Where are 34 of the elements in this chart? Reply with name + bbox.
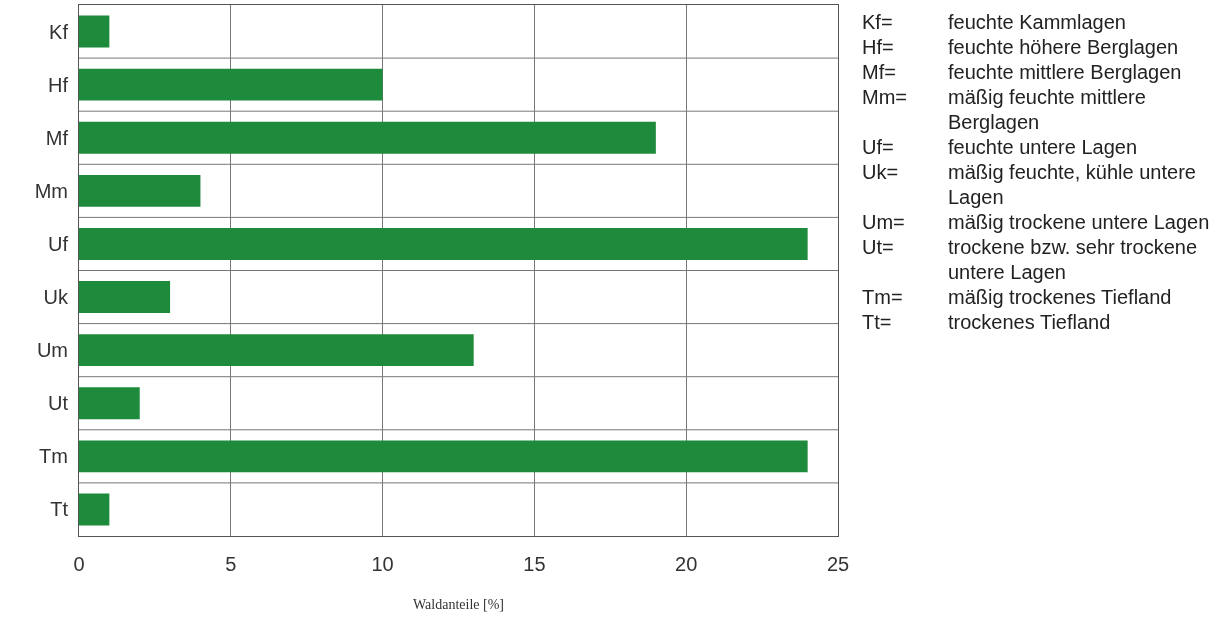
y-tick-label: Tm — [39, 445, 68, 468]
x-axis-title: Waldanteile [%] — [413, 597, 504, 613]
text: Uf= feuchte untere Lagen — [862, 136, 1138, 158]
text: Kf= feuchte Kammlagen — [862, 11, 1126, 33]
bar — [79, 15, 110, 48]
x-tick-label: 0 — [73, 553, 85, 575]
text: Hf= feuchte höhere Berglagen — [862, 36, 1179, 58]
text: Tm= mäßig trockenes Tiefland — [862, 286, 1172, 308]
text: Mf= feuchte mittlere Berglagen — [862, 61, 1182, 83]
y-tick-label: Kf — [49, 20, 69, 43]
bar — [79, 493, 110, 526]
bar — [79, 68, 383, 101]
text: Tt= trockenes Tiefland — [862, 311, 1111, 333]
bar — [79, 121, 656, 154]
y-tick-label: Ut — [48, 392, 69, 415]
x-tick-label: 25 — [826, 553, 850, 575]
x-tick-label: 5 — [225, 553, 237, 575]
y-tick-label: Mf — [45, 126, 69, 149]
bar — [79, 281, 171, 313]
bar — [79, 334, 474, 367]
bar — [79, 174, 201, 207]
x-tick-label: 20 — [675, 553, 698, 575]
bar — [79, 440, 808, 473]
y-tick-label: Uk — [43, 286, 69, 309]
y-tick-label: Uf — [48, 232, 69, 255]
bar — [79, 387, 140, 420]
bar — [79, 228, 808, 260]
text: Um= mäßig trockene untere Lagen — [862, 211, 1210, 233]
y-tick-label: Hf — [48, 73, 69, 96]
y-tick-label: Tt — [50, 498, 69, 521]
y-tick-label: Um — [36, 339, 68, 362]
y-tick-label: Mm — [34, 179, 68, 202]
x-tick-label: 15 — [523, 553, 546, 575]
x-tick-label: 10 — [371, 553, 394, 575]
